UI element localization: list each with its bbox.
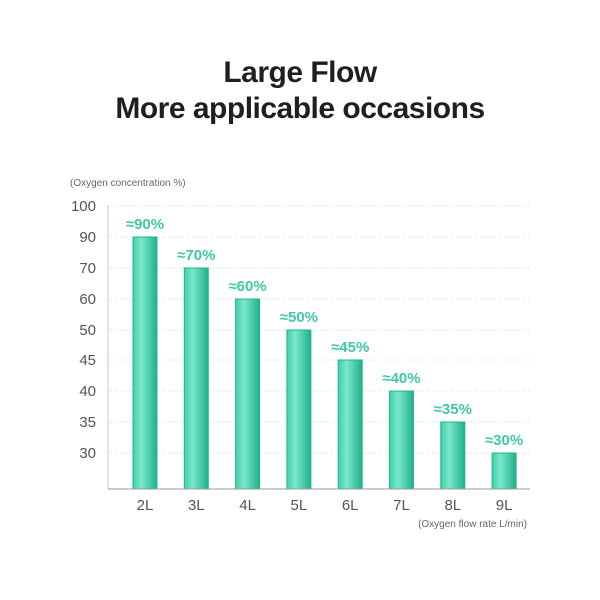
y-tick-label: 40 xyxy=(79,383,96,400)
x-tick-label-3L: 3L xyxy=(188,497,205,514)
y-tick-label: 90 xyxy=(79,229,96,246)
y-tick-label: 50 xyxy=(79,322,96,339)
data-label-4L: ≈60% xyxy=(228,278,266,295)
bar-3L xyxy=(183,267,209,490)
bar-5L xyxy=(286,329,312,490)
y-tick-label: 35 xyxy=(79,414,96,431)
data-label-8L: ≈35% xyxy=(434,401,472,418)
bar-8L xyxy=(440,421,466,490)
x-axis-label: (Oxygen flow rate L/min) xyxy=(418,519,527,530)
bars xyxy=(132,236,517,490)
chart-title-line1: Large Flow xyxy=(223,56,377,89)
y-tick-label: 100 xyxy=(71,198,96,215)
data-label-2L: ≈90% xyxy=(126,216,164,233)
x-tick-label-9L: 9L xyxy=(496,497,513,514)
data-label-5L: ≈50% xyxy=(280,309,318,326)
y-tick-label: 60 xyxy=(79,291,96,308)
data-labels: ≈90% ≈70% ≈60% ≈50% ≈45% ≈40% ≈35% ≈30% xyxy=(126,216,523,449)
y-tick-label: 70 xyxy=(79,260,96,277)
x-tick-label-2L: 2L xyxy=(137,497,154,514)
x-tick-label-7L: 7L xyxy=(393,497,410,514)
x-tick-label-4L: 4L xyxy=(239,497,256,514)
y-tick-label: 30 xyxy=(79,445,96,462)
data-label-3L: ≈70% xyxy=(177,247,215,264)
bar-4L xyxy=(235,298,261,490)
x-tick-label-5L: 5L xyxy=(291,497,308,514)
bar-9L xyxy=(491,452,517,490)
y-tick-label: 45 xyxy=(79,352,96,369)
x-tick-label-8L: 8L xyxy=(444,497,461,514)
data-label-9L: ≈30% xyxy=(485,432,523,449)
x-tick-label-6L: 6L xyxy=(342,497,359,514)
data-label-7L: ≈40% xyxy=(382,370,420,387)
data-label-6L: ≈45% xyxy=(331,339,369,356)
y-axis-label: (Oxygen concentration %) xyxy=(70,178,186,189)
chart-title-line2: More applicable occasions xyxy=(115,92,485,125)
bar-7L xyxy=(389,390,414,490)
bar-6L xyxy=(337,359,363,490)
y-ticks: 100 90 70 60 50 45 40 35 30 xyxy=(71,198,96,462)
x-ticks: 2L 3L 4L 5L 6L 7L 8L 9L xyxy=(137,497,513,514)
bar-2L xyxy=(132,236,158,490)
